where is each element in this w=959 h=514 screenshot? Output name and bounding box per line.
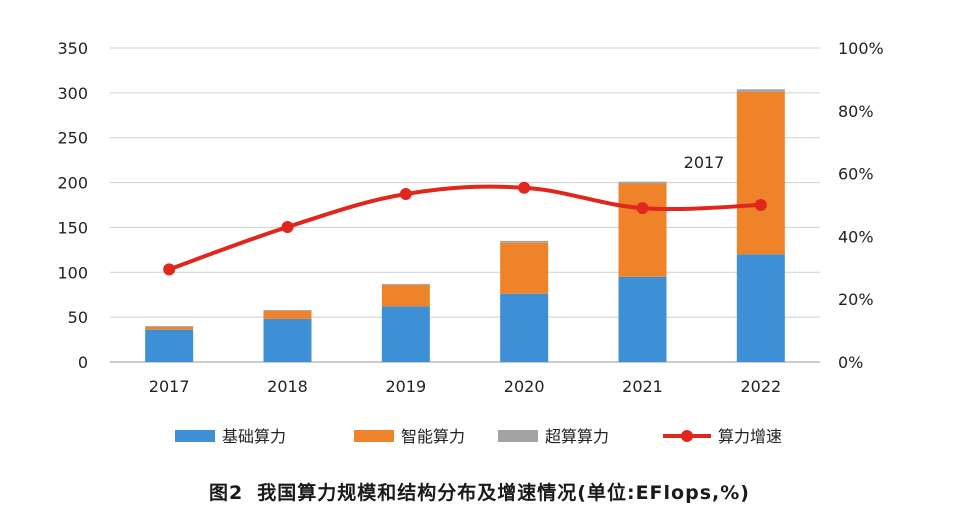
y-left-tick-label: 150: [57, 218, 88, 237]
growth-line-path: [167, 184, 763, 272]
bar-segment: [263, 309, 312, 311]
bar-segment: [500, 242, 549, 294]
growth-point: [518, 181, 531, 194]
x-tick-label: 2022: [740, 377, 781, 396]
y-left-tick-label: 350: [57, 39, 88, 58]
growth-point: [399, 188, 412, 201]
y-right-tick-label: 80%: [838, 102, 874, 121]
legend-label: 超算算力: [545, 427, 609, 446]
y-right-tick-label: 40%: [838, 227, 874, 246]
bar-segment: [618, 276, 667, 362]
growth-point: [163, 263, 176, 276]
bar-segment: [145, 326, 194, 328]
bar-segment: [736, 89, 785, 92]
legend-label: 算力增速: [718, 427, 782, 446]
figure-title: 我国算力规模和结构分布及增速情况(单位:EFlops,%): [257, 482, 750, 504]
y-right-tick-label: 0%: [838, 353, 863, 372]
growth-line: [163, 181, 767, 276]
figure-caption: 图2 我国算力规模和结构分布及增速情况(单位:EFlops,%): [0, 478, 959, 505]
figure-label: 图2: [209, 482, 244, 504]
y-right-tick-label: 100%: [838, 39, 884, 58]
bar-segment: [145, 327, 194, 330]
y-left-tick-label: 100: [57, 263, 88, 282]
annotation-label: 2017: [684, 153, 725, 172]
bar-segment: [145, 329, 194, 362]
x-tick-label: 2019: [385, 377, 426, 396]
growth-point: [281, 220, 294, 233]
y-left-tick-label: 50: [68, 308, 88, 327]
axis-labels: 0 50 100 150 200 250 300 350 0% 20% 40% 60% 80% 100% 2…: [57, 39, 883, 396]
y-right-tick-label: 60%: [838, 165, 874, 184]
legend-marker: [681, 430, 693, 442]
bar-segment: [500, 293, 549, 362]
legend-swatch: [498, 430, 538, 442]
bar-segment: [618, 181, 667, 184]
legend-swatch: [175, 430, 215, 442]
growth-point: [636, 202, 649, 215]
bar-segment: [736, 254, 785, 362]
legend-label: 基础算力: [222, 427, 286, 446]
x-tick-label: 2020: [504, 377, 545, 396]
bar-segment: [381, 284, 430, 307]
bar-segment: [618, 183, 667, 277]
bar-segment: [263, 318, 312, 362]
bar-segment: [263, 310, 312, 319]
grid-lines: [110, 47, 820, 363]
x-tick-label: 2018: [267, 377, 308, 396]
chart: 0 50 100 150 200 250 300 350 0% 20% 40% 60% 80% 100% 2…: [57, 39, 883, 446]
y-left-tick-label: 200: [57, 174, 88, 193]
x-tick-label: 2021: [622, 377, 663, 396]
legend: 基础算力 智能算力 超算算力 算力增速: [175, 427, 782, 446]
y-left-tick-label: 0: [78, 353, 88, 372]
bar-segment: [500, 240, 549, 243]
legend-label: 智能算力: [401, 427, 465, 446]
x-tick-label: 2017: [149, 377, 190, 396]
bars: [145, 89, 785, 362]
growth-point: [754, 199, 767, 211]
bar-segment: [736, 91, 785, 255]
y-left-tick-label: 250: [57, 129, 88, 148]
y-right-tick-label: 20%: [838, 290, 874, 309]
bar-segment: [381, 283, 430, 285]
bar-segment: [381, 306, 430, 362]
y-left-tick-label: 300: [57, 84, 88, 103]
legend-swatch: [354, 430, 394, 442]
